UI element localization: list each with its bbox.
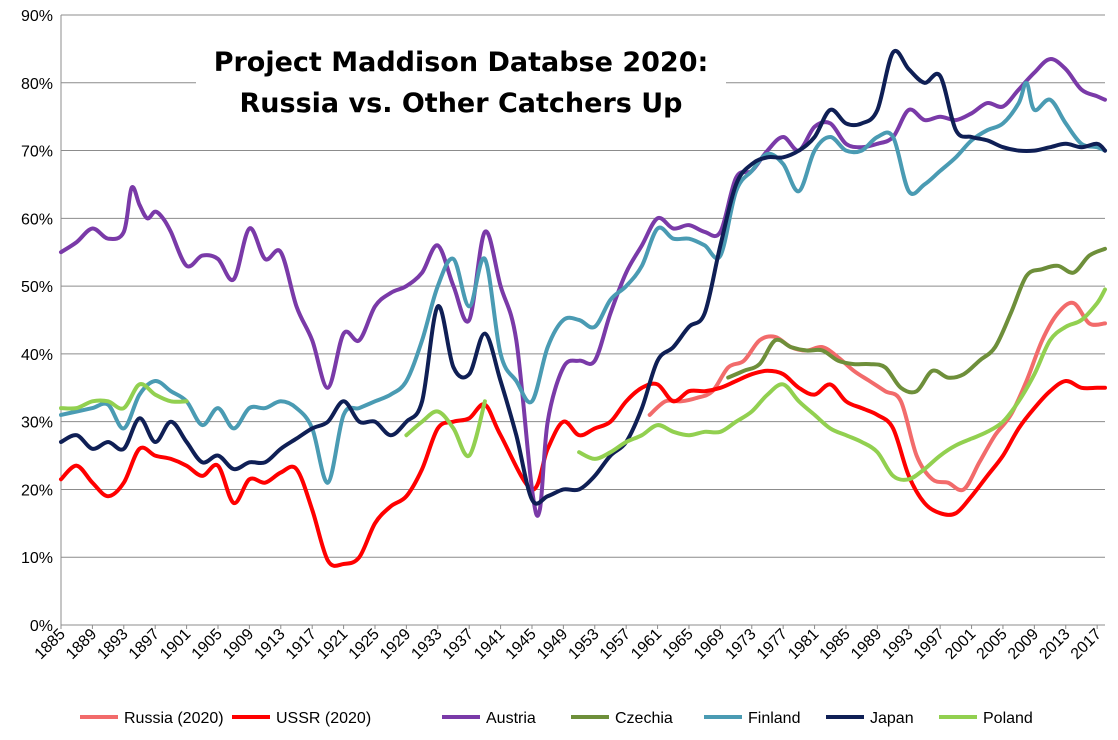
title-background xyxy=(196,40,726,126)
x-tick-label: 1961 xyxy=(628,626,665,663)
x-tick-label: 1993 xyxy=(879,626,916,663)
x-tick-label: 1985 xyxy=(817,626,854,663)
y-tick-label: 20% xyxy=(21,482,53,499)
x-tick-label: 1981 xyxy=(785,626,822,663)
series-line-austria xyxy=(59,57,1107,518)
chart-title-line-1: Project Maddison Databse 2020: xyxy=(214,47,709,78)
x-axis-tick-labels: 1885188918931897190119051909191319171921… xyxy=(32,625,1105,663)
x-tick-label: 1933 xyxy=(408,626,445,663)
x-tick-label: 1937 xyxy=(440,626,477,663)
x-tick-label: 1913 xyxy=(251,626,288,663)
x-tick-label: 1965 xyxy=(660,626,697,663)
legend-label: Finland xyxy=(748,710,800,727)
x-tick-label: 1901 xyxy=(157,626,194,663)
legend: Russia (2020) USSR (2020) Austria Czechia Fi… xyxy=(80,710,1033,727)
legend-label: Austria xyxy=(486,710,536,727)
y-tick-label: 80% xyxy=(21,76,53,93)
y-tick-label: 0% xyxy=(30,618,53,635)
x-tick-label: 2001 xyxy=(942,626,979,663)
chart-title-line-2: Russia vs. Other Catchers Up xyxy=(240,88,683,119)
y-axis-tick-labels: 0% 10% 20% 30% 40% 50% 60% 70% 80% 90% xyxy=(21,8,53,635)
y-tick-label: 40% xyxy=(21,347,53,364)
x-tick-label: 1957 xyxy=(597,626,634,663)
series-line-poland xyxy=(404,399,487,459)
x-tick-label: 1977 xyxy=(754,626,791,663)
x-tick-label: 2005 xyxy=(974,626,1011,663)
y-tick-label: 50% xyxy=(21,279,53,296)
legend-label: USSR (2020) xyxy=(276,710,371,727)
x-tick-label: 1997 xyxy=(911,626,948,663)
chart-title: Project Maddison Databse 2020: Russia vs… xyxy=(196,40,726,126)
x-tick-label: 1897 xyxy=(126,626,163,663)
x-tick-label: 1921 xyxy=(314,626,351,663)
x-tick-label: 1925 xyxy=(346,626,383,663)
x-tick-label: 1949 xyxy=(534,626,571,663)
x-tick-label: 1905 xyxy=(189,626,226,663)
x-tick-label: 1941 xyxy=(471,626,508,663)
x-tick-label: 1909 xyxy=(220,626,257,663)
x-tick-label: 1889 xyxy=(63,626,100,663)
x-tick-label: 1969 xyxy=(691,626,728,663)
y-tick-label: 60% xyxy=(21,211,53,228)
x-tick-label: 1893 xyxy=(94,626,131,663)
y-tick-label: 30% xyxy=(21,415,53,432)
x-tick-label: 1929 xyxy=(377,626,414,663)
x-tick-label: 1945 xyxy=(503,626,540,663)
legend-label: Czechia xyxy=(615,710,673,727)
series-line-poland xyxy=(577,287,1107,482)
x-tick-label: 2009 xyxy=(1005,626,1042,663)
series-line-poland xyxy=(59,382,189,411)
legend-label: Poland xyxy=(983,710,1033,727)
series-line-czechia xyxy=(726,246,1107,395)
y-tick-label: 90% xyxy=(21,8,53,25)
x-tick-label: 1953 xyxy=(565,626,602,663)
legend-label: Japan xyxy=(870,710,914,727)
series-line-russia-2020 xyxy=(647,300,1107,493)
x-tick-label: 2013 xyxy=(1036,626,1073,663)
series-line-japan xyxy=(59,48,1107,506)
legend-label: Russia (2020) xyxy=(124,710,224,727)
y-tick-label: 10% xyxy=(21,550,53,567)
x-tick-label: 1973 xyxy=(722,626,759,663)
y-tick-label: 70% xyxy=(21,144,53,161)
series-line-finland xyxy=(59,80,1107,485)
x-tick-label: 1989 xyxy=(848,626,885,663)
series-lines xyxy=(59,48,1107,568)
series-line-ussr-2020 xyxy=(59,368,1107,568)
x-tick-label: 2017 xyxy=(1068,626,1105,663)
x-tick-label: 1917 xyxy=(283,626,320,663)
